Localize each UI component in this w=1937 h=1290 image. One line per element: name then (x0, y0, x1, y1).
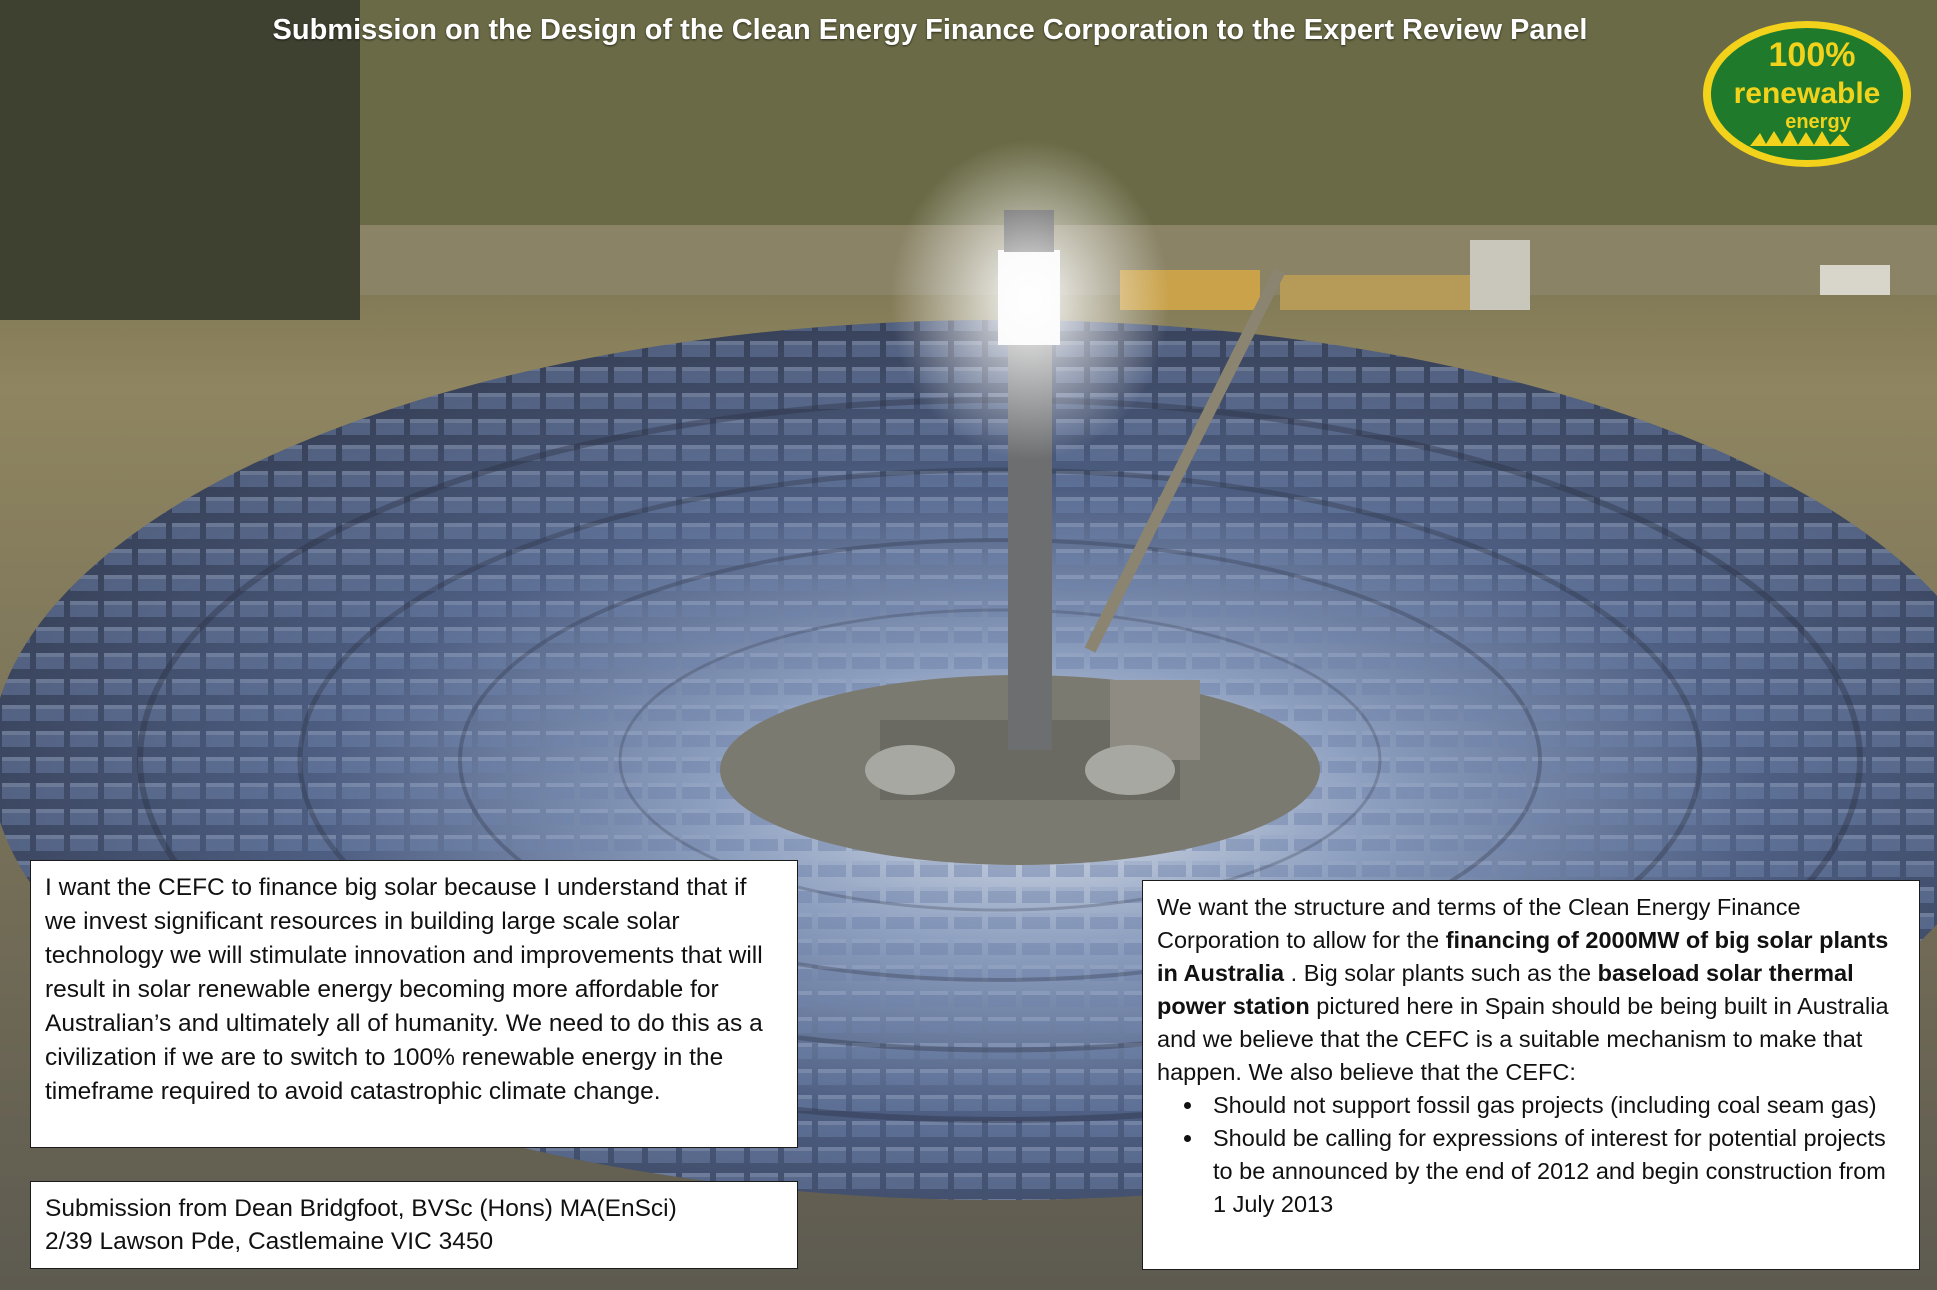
cefc-terms-list: Should not support fossil gas projects (… (1157, 1089, 1905, 1221)
badge-line1: 100% (1769, 36, 1856, 74)
submitter-name: Submission from Dean Bridgfoot, BVSc (Ho… (45, 1192, 783, 1225)
submitter-address: 2/39 Lawson Pde, Castlemaine VIC 3450 (45, 1225, 783, 1258)
terms-text-2: . Big solar plants such as the (1284, 960, 1598, 986)
list-item: Should be calling for expressions of int… (1205, 1122, 1905, 1221)
list-item: Should not support fossil gas projects (… (1205, 1089, 1905, 1122)
badge-line2: renewable (1734, 77, 1881, 110)
badge-line3: energy (1785, 111, 1851, 133)
submitter-box: Submission from Dean Bridgfoot, BVSc (Ho… (30, 1181, 798, 1269)
cefc-reason-box: I want the CEFC to finance big solar bec… (30, 860, 798, 1148)
cefc-terms-box: We want the structure and terms of the C… (1142, 880, 1920, 1270)
page-title: Submission on the Design of the Clean En… (0, 14, 1860, 47)
renewable-energy-logo: 100% renewable energy (1700, 18, 1915, 170)
cefc-reason-text: I want the CEFC to finance big solar bec… (45, 874, 763, 1105)
cefc-terms-paragraph: We want the structure and terms of the C… (1157, 891, 1905, 1089)
